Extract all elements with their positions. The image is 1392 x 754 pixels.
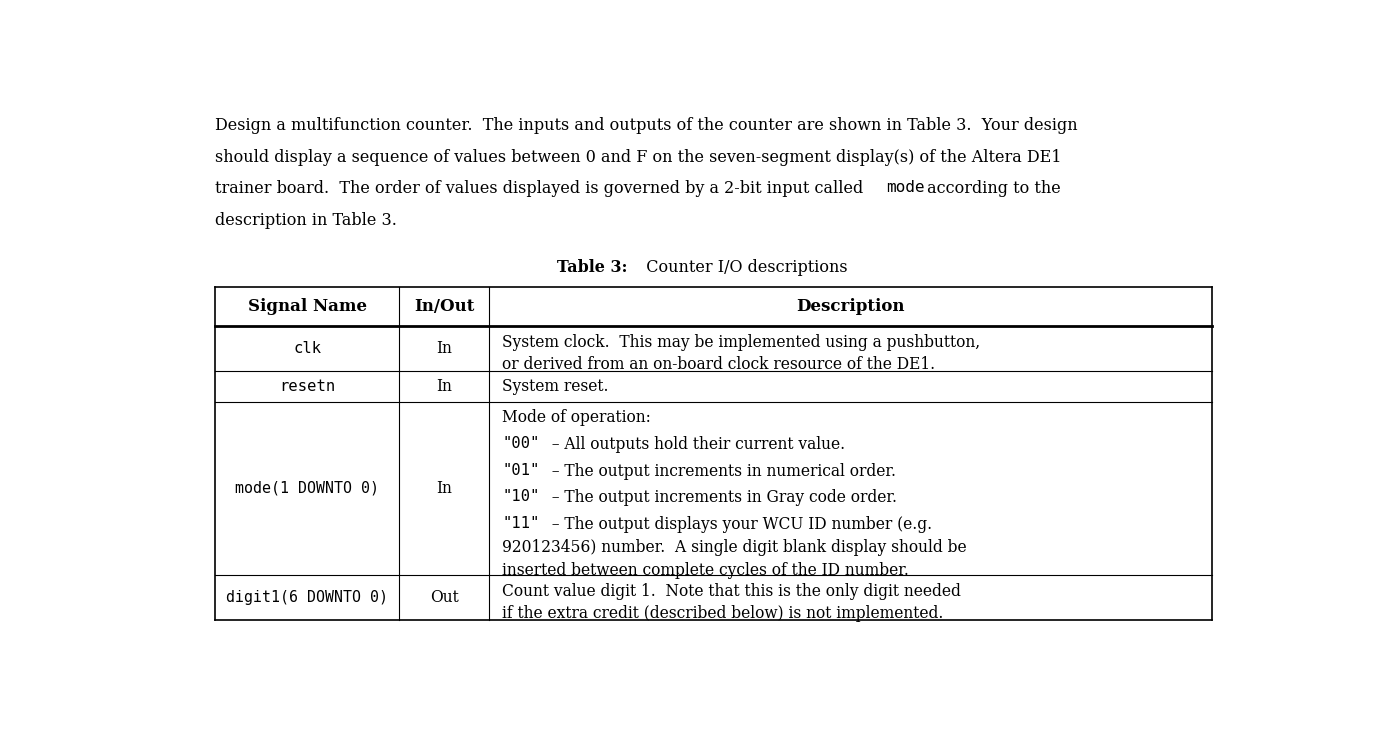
- Text: – The output increments in Gray code order.: – The output increments in Gray code ord…: [547, 489, 898, 507]
- Text: – The output increments in numerical order.: – The output increments in numerical ord…: [547, 463, 896, 480]
- Text: Description: Description: [796, 298, 905, 315]
- Text: according to the: according to the: [922, 180, 1061, 198]
- Text: System clock.  This may be implemented using a pushbutton,: System clock. This may be implemented us…: [503, 334, 980, 351]
- Text: Out: Out: [430, 589, 458, 605]
- Text: "11": "11": [503, 516, 540, 531]
- Text: – All outputs hold their current value.: – All outputs hold their current value.: [547, 436, 845, 453]
- Text: In: In: [436, 480, 452, 497]
- Text: should display a sequence of values between 0 and F on the seven-segment display: should display a sequence of values betw…: [214, 149, 1062, 166]
- Text: "10": "10": [503, 489, 540, 504]
- Text: inserted between complete cycles of the ID number.: inserted between complete cycles of the …: [503, 562, 909, 580]
- Text: mode: mode: [887, 180, 924, 195]
- Text: mode(1 DOWNTO 0): mode(1 DOWNTO 0): [235, 481, 379, 495]
- Text: if the extra credit (described below) is not implemented.: if the extra credit (described below) is…: [503, 605, 944, 622]
- Text: trainer board.  The order of values displayed is governed by a 2-bit input calle: trainer board. The order of values displ…: [214, 180, 869, 198]
- Text: – The output displays your WCU ID number (e.g.: – The output displays your WCU ID number…: [547, 516, 933, 533]
- Text: Mode of operation:: Mode of operation:: [503, 409, 651, 426]
- Text: In: In: [436, 378, 452, 395]
- Text: or derived from an on-board clock resource of the DE1.: or derived from an on-board clock resour…: [503, 357, 935, 373]
- Text: 920123456) number.  A single digit blank display should be: 920123456) number. A single digit blank …: [503, 539, 966, 556]
- Text: resetn: resetn: [278, 379, 335, 394]
- Text: description in Table 3.: description in Table 3.: [214, 213, 397, 229]
- Text: In: In: [436, 340, 452, 357]
- Text: digit1(6 DOWNTO 0): digit1(6 DOWNTO 0): [226, 590, 388, 605]
- Text: "01": "01": [503, 463, 540, 477]
- Text: "00": "00": [503, 436, 540, 451]
- Text: Table 3:: Table 3:: [557, 259, 628, 276]
- Text: Signal Name: Signal Name: [248, 298, 366, 315]
- Text: Design a multifunction counter.  The inputs and outputs of the counter are shown: Design a multifunction counter. The inpu…: [214, 117, 1077, 133]
- Text: clk: clk: [294, 342, 322, 357]
- Text: Counter I/O descriptions: Counter I/O descriptions: [636, 259, 848, 276]
- Text: Count value digit 1.  Note that this is the only digit needed: Count value digit 1. Note that this is t…: [503, 583, 960, 600]
- Text: System reset.: System reset.: [503, 378, 608, 395]
- Text: In/Out: In/Out: [413, 298, 475, 315]
